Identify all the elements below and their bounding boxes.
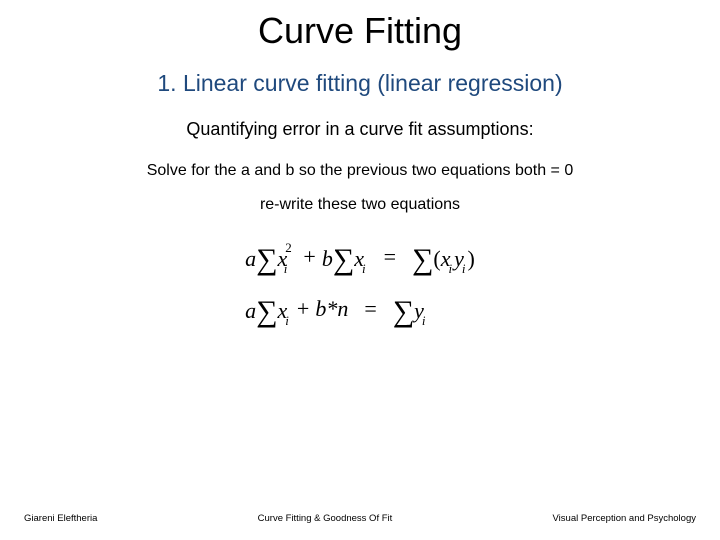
- footer-author: Giareni Eleftheria: [24, 513, 97, 524]
- eq2-coef-a: a: [245, 300, 256, 322]
- open-paren: (: [433, 248, 440, 270]
- eq1-rhs-ysub: i: [462, 262, 466, 275]
- close-paren: ): [468, 248, 475, 270]
- eq1-sub: i: [284, 262, 288, 275]
- sigma-icon: ∑: [412, 245, 433, 275]
- sigma-icon: ∑: [393, 297, 414, 327]
- eq2-rhs-sub: i: [422, 314, 426, 327]
- plus-sign: +: [303, 246, 315, 268]
- page-title: Curve Fitting: [0, 0, 720, 52]
- eq2-sub: i: [285, 314, 289, 327]
- text-line-1: Quantifying error in a curve fit assumpt…: [0, 119, 720, 140]
- formula-block: a ∑ x 2 i + b ∑ x i = ∑ ( x i y i ): [0, 242, 720, 346]
- eq1-coef-b: b: [322, 248, 333, 270]
- footer-topic: Visual Perception and Psychology: [553, 513, 696, 524]
- plus-sign: +: [297, 298, 309, 320]
- eq2-bn: b*n: [315, 298, 348, 320]
- equals-sign: =: [364, 298, 376, 320]
- equals-sign: =: [384, 246, 396, 268]
- eq1-coef-a: a: [245, 248, 256, 270]
- eq1-sub2: i: [362, 262, 366, 275]
- equation-1: a ∑ x 2 i + b ∑ x i = ∑ ( x i y i ): [245, 242, 475, 272]
- sigma-icon: ∑: [256, 245, 277, 275]
- section-heading: 1. Linear curve fitting (linear regressi…: [0, 70, 720, 97]
- sigma-icon: ∑: [333, 245, 354, 275]
- text-line-3: re-write these two equations: [0, 196, 720, 214]
- equation-2: a ∑ x i + b*n = ∑ y i: [245, 294, 475, 324]
- text-line-2: Solve for the a and b so the previous tw…: [0, 162, 720, 180]
- sigma-icon: ∑: [256, 297, 277, 327]
- eq1-rhs-xsub: i: [449, 262, 453, 275]
- footer-title: Curve Fitting & Goodness Of Fit: [258, 513, 393, 524]
- footer: Giareni Eleftheria Curve Fitting & Goodn…: [0, 513, 720, 524]
- eq1-sup: 2: [285, 241, 292, 254]
